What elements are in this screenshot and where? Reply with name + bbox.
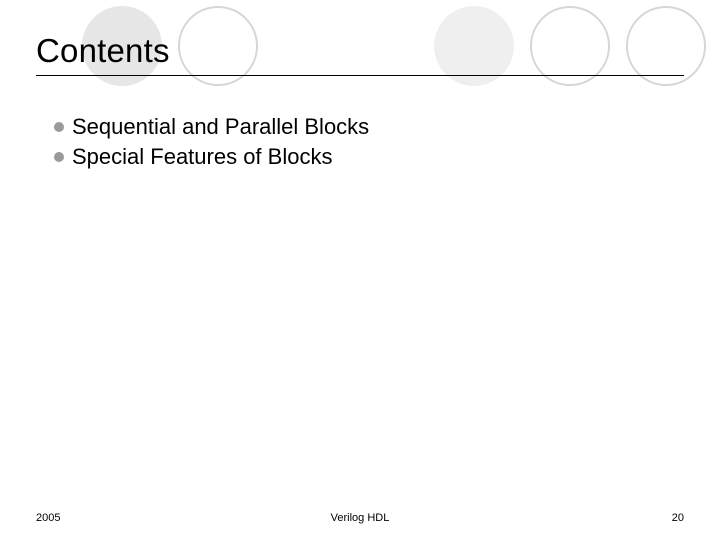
- decorative-circle: [178, 6, 258, 86]
- list-item: Sequential and Parallel Blocks: [54, 112, 674, 142]
- decorative-circle: [530, 6, 610, 86]
- decorative-circle: [626, 6, 706, 86]
- bullet-icon: [54, 152, 64, 162]
- list-item-label: Special Features of Blocks: [72, 142, 332, 172]
- content-list: Sequential and Parallel BlocksSpecial Fe…: [54, 112, 674, 171]
- footer-title: Verilog HDL: [0, 512, 720, 524]
- slide: Contents Sequential and Parallel BlocksS…: [0, 0, 720, 540]
- title-underline: [36, 75, 684, 76]
- list-item-label: Sequential and Parallel Blocks: [72, 112, 369, 142]
- list-item: Special Features of Blocks: [54, 142, 674, 172]
- footer-page-number: 20: [672, 512, 684, 524]
- decorative-circle: [434, 6, 514, 86]
- bullet-icon: [54, 122, 64, 132]
- slide-title: Contents: [36, 32, 170, 70]
